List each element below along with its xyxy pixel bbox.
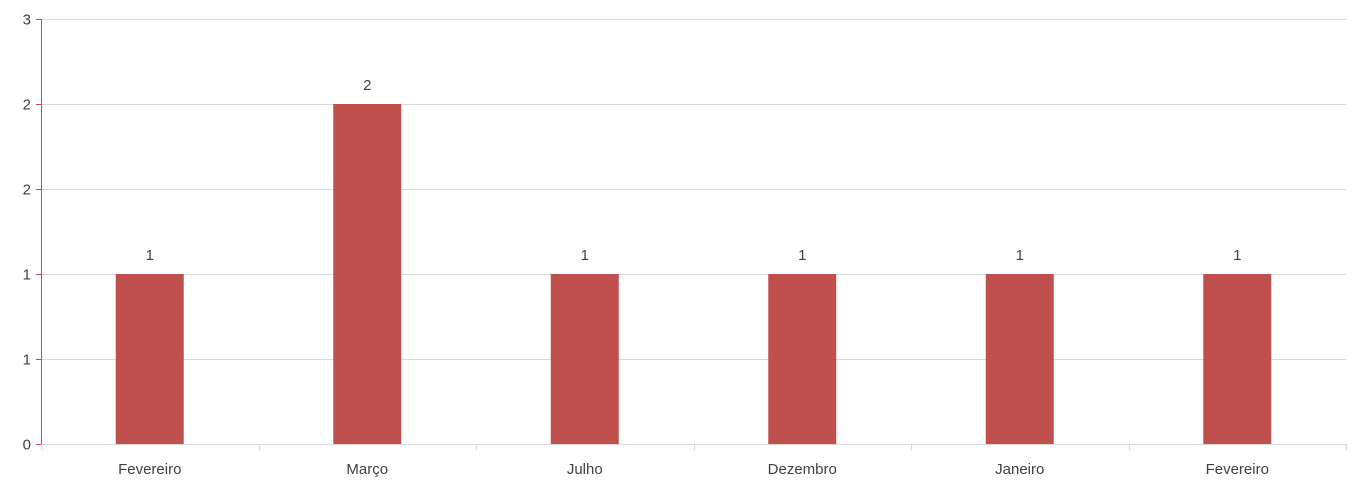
bar [550, 274, 619, 444]
x-tick-label: Março [346, 461, 388, 478]
data-label: 1 [1233, 247, 1241, 264]
x-tick-label: Julho [567, 461, 603, 478]
y-tick-label: 3 [23, 12, 31, 29]
data-label: 1 [798, 247, 806, 264]
data-label: 2 [363, 77, 371, 94]
bar [985, 274, 1054, 444]
labels: 0 1 1 2 2 3 1 Fevereiro 2 Março 1 Julho 1 Dezembro 1 Ja… [23, 12, 1269, 479]
bars [115, 104, 1272, 444]
y-tick-label: 0 [23, 437, 31, 454]
data-label: 1 [1016, 247, 1024, 264]
gridlines [41, 19, 1346, 360]
data-label: 1 [146, 247, 154, 264]
y-tick-label: 1 [23, 352, 31, 369]
y-tick-label: 2 [23, 182, 31, 199]
x-tick-label: Janeiro [995, 461, 1044, 478]
bar [115, 274, 184, 444]
bar [333, 104, 402, 444]
y-tick-label: 1 [23, 267, 31, 284]
bar [1203, 274, 1272, 444]
axes [36, 19, 1347, 450]
x-tick-label: Fevereiro [118, 461, 181, 478]
x-tick-label: Fevereiro [1206, 461, 1269, 478]
data-label: 1 [581, 247, 589, 264]
x-tick-label: Dezembro [768, 461, 837, 478]
bar [768, 274, 837, 444]
y-tick-label: 2 [23, 97, 31, 114]
